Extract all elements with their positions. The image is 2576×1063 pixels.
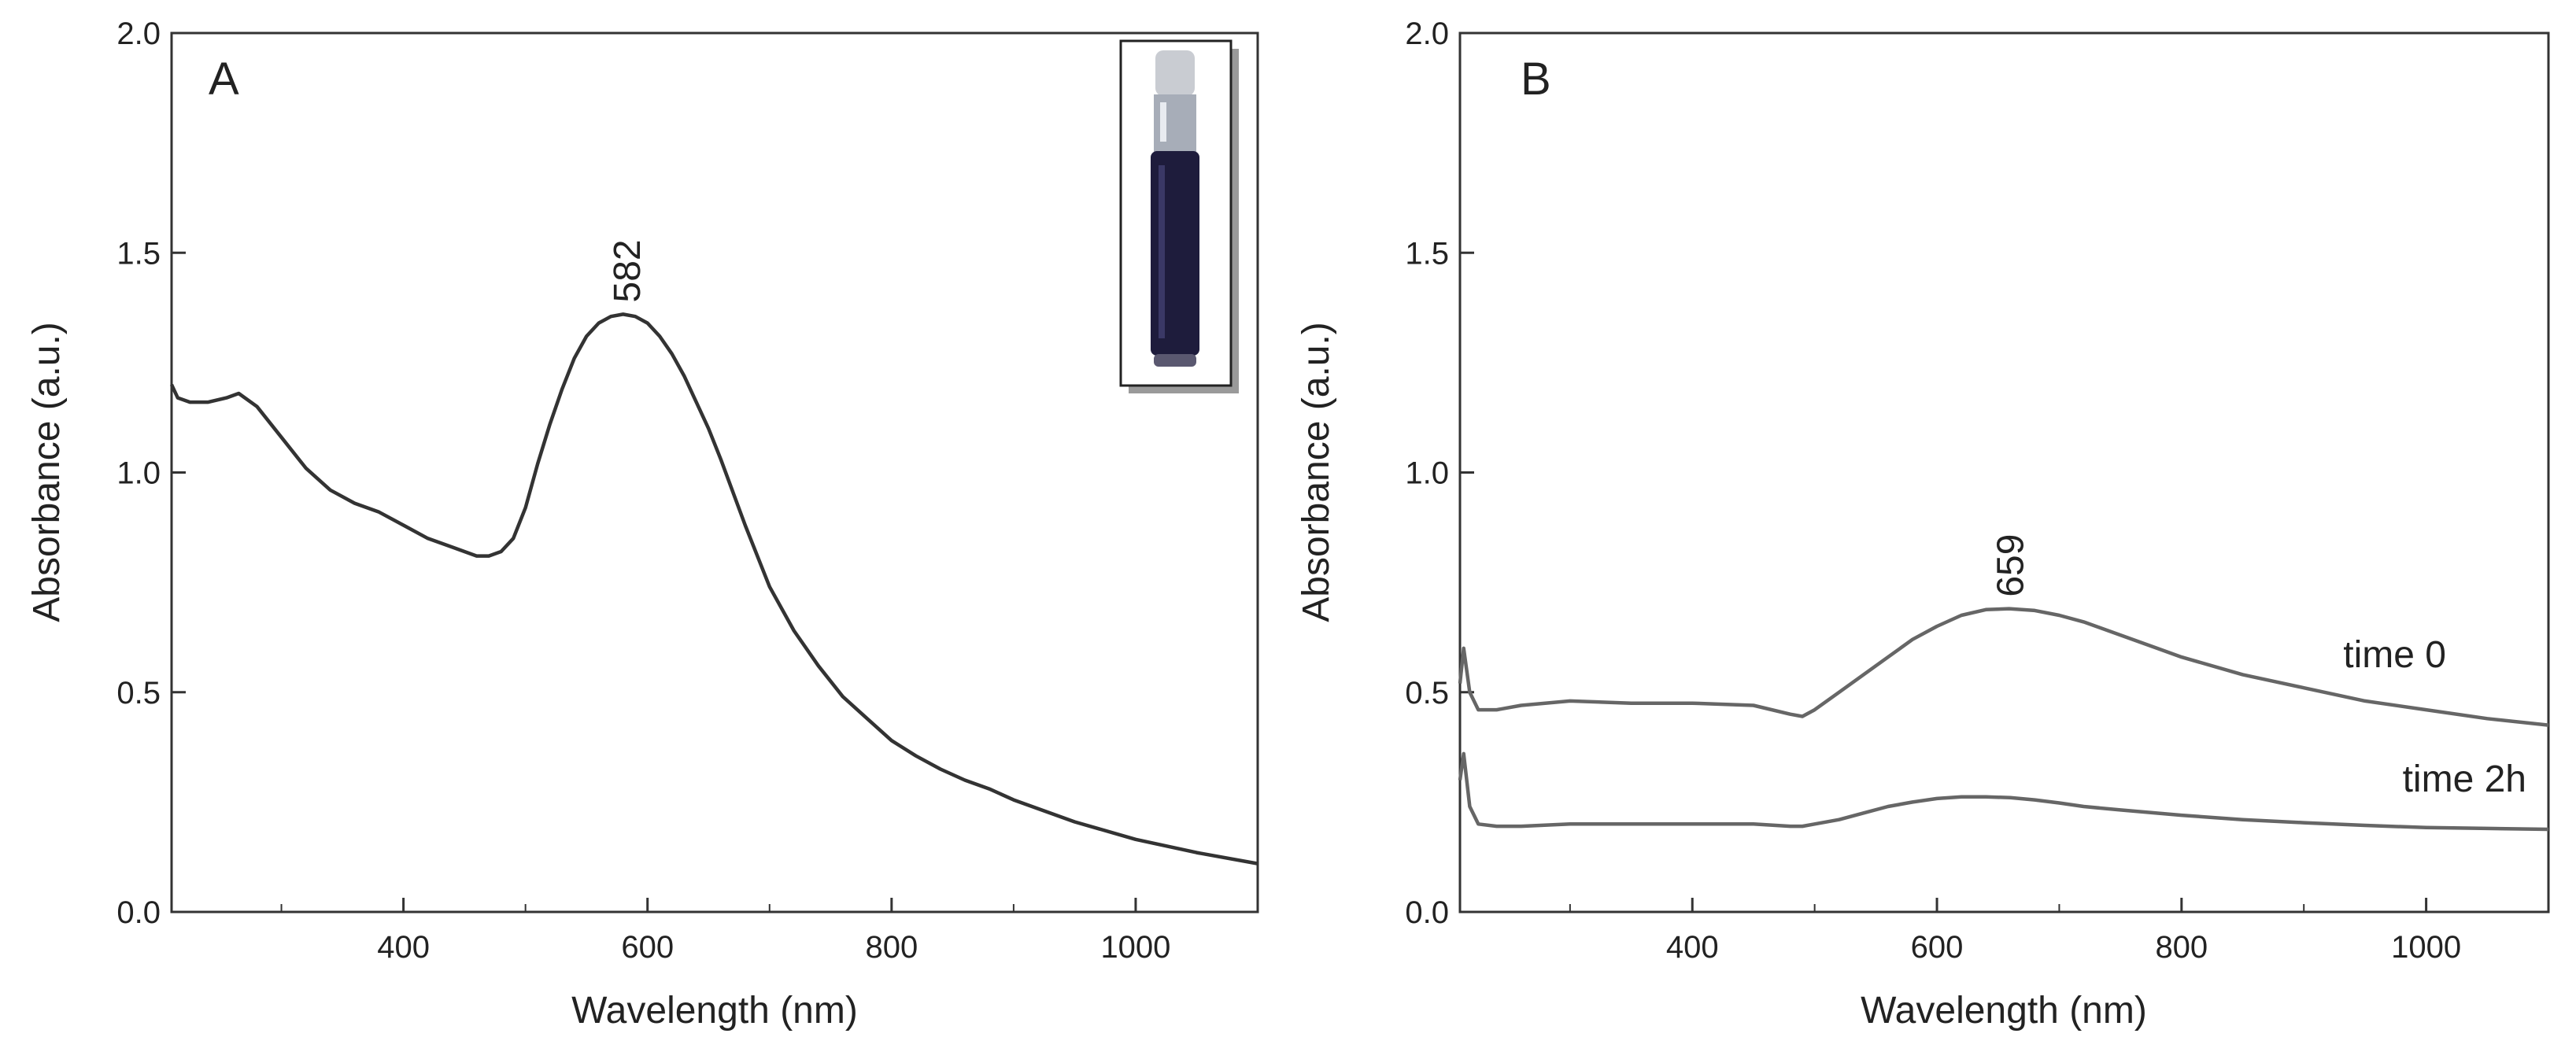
- panel-a-y-ticks: 0.0 0.5 1.0 1.5 2.0: [116, 17, 186, 930]
- y-tick-label: 1.0: [1405, 456, 1449, 491]
- x-tick-label: 400: [377, 930, 430, 965]
- y-tick-label: 2.0: [116, 17, 161, 51]
- panel-b-x-axis-label: Wavelength (nm): [1861, 990, 2147, 1032]
- panel-b-plot-frame: [1458, 31, 2550, 914]
- panel-b-series-time-2h-label: time 2h: [2403, 758, 2526, 800]
- vial-glass-highlight: [1160, 102, 1166, 142]
- panel-b-y-ticks: 0.0 0.5 1.0 1.5 2.0: [1405, 17, 1474, 930]
- x-tick-label: 800: [2155, 930, 2208, 965]
- panel-a: 0.0 0.5 1.0 1.5 2.0 400 600 800 1000 A Waveleng…: [26, 17, 1259, 1032]
- vial-cap: [1155, 50, 1195, 96]
- panel-a-plot-frame: [170, 31, 1259, 914]
- panel-b-x-ticks: 400 600 800 1000: [1569, 898, 2549, 965]
- x-tick-label: 1000: [2391, 930, 2461, 965]
- y-tick-label: 0.5: [116, 676, 161, 711]
- x-tick-label: 400: [1666, 930, 1719, 965]
- panel-b-label: B: [1521, 54, 1551, 105]
- panel-a-x-ticks: 400 600 800 1000: [280, 898, 1258, 965]
- panel-a-x-axis-label: Wavelength (nm): [571, 990, 858, 1032]
- panel-b-y-axis-label: Absorbance (a.u.): [1295, 322, 1337, 622]
- panel-b-series-time-2h-line: [1458, 751, 2549, 832]
- panel-a-label: A: [209, 54, 239, 105]
- panel-b-peak-annotation: 659: [1990, 534, 2032, 597]
- y-tick-label: 0.5: [1405, 676, 1449, 711]
- panel-a-y-axis-label: Absorbance (a.u.): [26, 322, 68, 622]
- panel-b-series-time-0-line: [1458, 607, 2549, 727]
- panel-b: 0.0 0.5 1.0 1.5 2.0 400 600 800 1000 B Waveleng…: [1295, 17, 2550, 1032]
- panel-a-series-line: [169, 312, 1258, 866]
- vial-photo-inset: [1119, 39, 1239, 393]
- y-tick-label: 0.0: [1405, 895, 1449, 930]
- vial-liquid-sheen: [1159, 165, 1165, 338]
- x-tick-label: 600: [621, 930, 674, 965]
- vial-bottom: [1154, 354, 1196, 367]
- x-tick-label: 600: [1911, 930, 1964, 965]
- y-tick-label: 1.5: [116, 236, 161, 271]
- y-tick-label: 1.5: [1405, 236, 1449, 271]
- vial-liquid: [1151, 151, 1199, 356]
- y-tick-label: 2.0: [1405, 17, 1449, 51]
- panel-b-series-time-0-label: time 0: [2343, 634, 2446, 676]
- x-tick-label: 1000: [1100, 930, 1170, 965]
- panel-a-peak-annotation: 582: [607, 239, 649, 302]
- x-tick-label: 800: [865, 930, 918, 965]
- y-tick-label: 0.0: [116, 895, 161, 930]
- y-tick-label: 1.0: [116, 456, 161, 491]
